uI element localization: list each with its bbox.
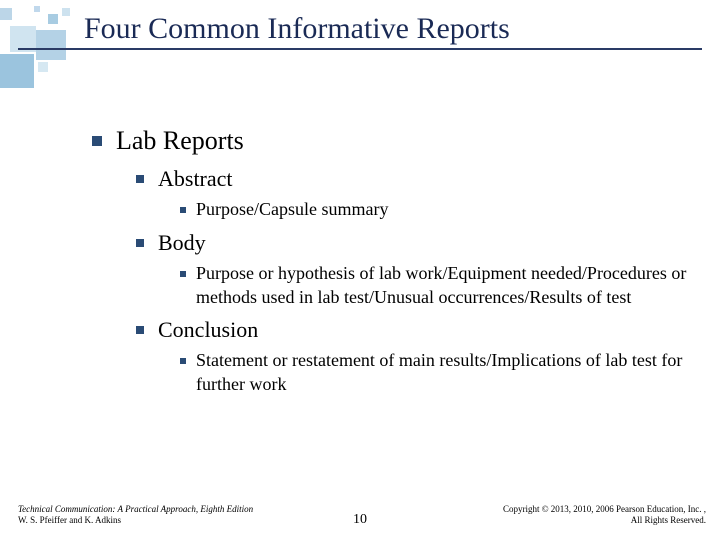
corner-decoration <box>0 0 90 90</box>
level2-label: Abstract <box>158 166 233 191</box>
square-bullet-icon <box>180 358 186 364</box>
level2-label: Conclusion <box>158 317 258 342</box>
square-bullet-icon <box>136 175 144 183</box>
slide-title: Four Common Informative Reports <box>84 12 510 46</box>
footer-right: Copyright © 2013, 2010, 2006 Pearson Edu… <box>503 504 706 527</box>
slide-body: Lab Reports Abstract Purpose/Capsule sum… <box>92 126 692 405</box>
title-underline <box>18 48 702 50</box>
bullet-level3: Statement or restatement of main results… <box>180 349 692 397</box>
footer-copyright: Copyright © 2013, 2010, 2006 Pearson Edu… <box>503 504 706 515</box>
bullet-level2: Body <box>136 230 692 256</box>
level3-text: Purpose or hypothesis of lab work/Equipm… <box>196 262 692 310</box>
bullet-level2: Abstract <box>136 166 692 192</box>
level2-label: Body <box>158 230 206 255</box>
square-bullet-icon <box>92 136 102 146</box>
bullet-level2: Conclusion <box>136 317 692 343</box>
level3-text: Statement or restatement of main results… <box>196 349 692 397</box>
bullet-level3: Purpose/Capsule summary <box>180 198 692 222</box>
bullet-level1: Lab Reports <box>92 126 692 156</box>
bullet-level3: Purpose or hypothesis of lab work/Equipm… <box>180 262 692 310</box>
square-bullet-icon <box>136 326 144 334</box>
level1-label: Lab Reports <box>116 126 244 155</box>
square-bullet-icon <box>136 239 144 247</box>
level3-text: Purpose/Capsule summary <box>196 198 388 222</box>
square-bullet-icon <box>180 271 186 277</box>
footer-rights: All Rights Reserved. <box>503 515 706 526</box>
square-bullet-icon <box>180 207 186 213</box>
